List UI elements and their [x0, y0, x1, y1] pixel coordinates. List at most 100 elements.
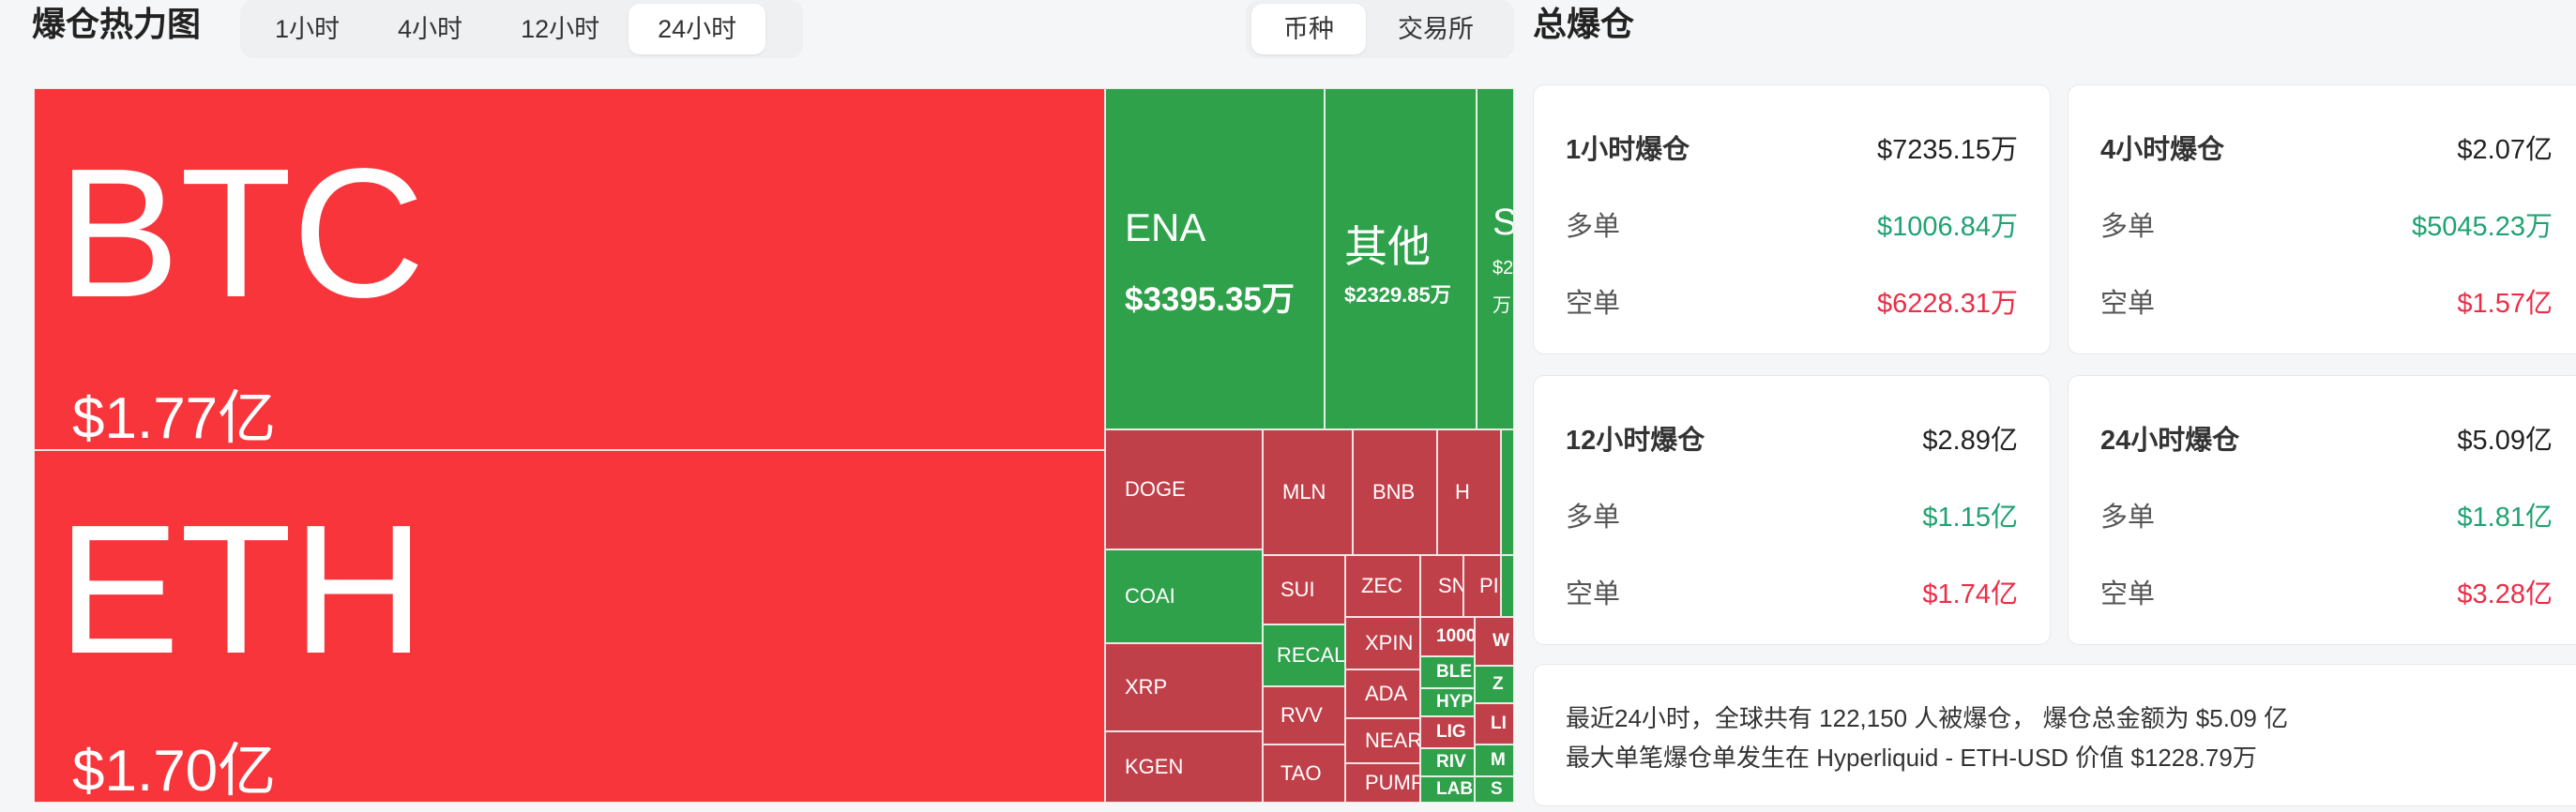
- heatmap-tile-li[interactable]: LI: [1475, 703, 1514, 744]
- tile-symbol: PI: [1479, 574, 1499, 597]
- tile-symbol: ETH: [57, 487, 425, 692]
- tile-symbol: BNB: [1372, 480, 1416, 504]
- tab-by-coin[interactable]: 币种: [1251, 4, 1366, 54]
- long-value: $1006.84万: [1877, 212, 2018, 242]
- page-title: 爆仓热力图: [32, 5, 202, 43]
- tile-symbol: LI: [1491, 714, 1507, 733]
- heatmap-tile-lab[interactable]: LAB: [1420, 776, 1475, 803]
- short-value: $3.28亿: [2457, 579, 2553, 609]
- heatmap-tile-w[interactable]: W: [1475, 617, 1514, 666]
- tile-symbol: S: [1491, 779, 1503, 799]
- card-total: $2.89亿: [1922, 426, 2018, 456]
- tab-12h[interactable]: 12小时: [521, 15, 600, 43]
- stat-card-24h: 24小时爆仓 $5.09亿 多单 $1.81亿 空单 $3.28亿: [2068, 375, 2576, 645]
- heatmap-tile-h[interactable]: H: [1437, 429, 1501, 555]
- tab-4h[interactable]: 4小时: [398, 15, 463, 43]
- heatmap-tile-z[interactable]: Z: [1475, 666, 1514, 703]
- tile-symbol: W: [1493, 631, 1509, 651]
- heatmap-tile-s[interactable]: S $2 万: [1477, 88, 1514, 429]
- tile-amount: $2329.85万: [1344, 283, 1451, 307]
- heatmap-tile-m[interactable]: M: [1475, 744, 1514, 776]
- heatmap-tile-tao[interactable]: TAO: [1263, 744, 1345, 803]
- heatmap-tile-xrp[interactable]: XRP: [1105, 643, 1263, 731]
- long-label: 多单: [2100, 212, 2156, 242]
- tile-symbol: MLN: [1282, 480, 1326, 504]
- heatmap-tile-ena[interactable]: ENA $3395.35万: [1105, 88, 1325, 429]
- tile-amount: $2: [1493, 258, 1514, 278]
- tab-by-exchange[interactable]: 交易所: [1398, 15, 1474, 43]
- heatmap-tile-btc[interactable]: BTC $1.77亿: [34, 88, 1105, 450]
- short-label: 空单: [1566, 579, 1621, 609]
- tile-symbol: 1000: [1436, 626, 1475, 646]
- tile-symbol: LIG: [1436, 722, 1466, 742]
- long-value: $1.81亿: [2457, 503, 2553, 533]
- stat-card-12h: 12小时爆仓 $2.89亿 多单 $1.15亿 空单 $1.74亿: [1533, 375, 2051, 645]
- heatmap-tile-lig[interactable]: LIG: [1420, 716, 1475, 748]
- time-range-tabs: 1小时 4小时 12小时 24小时: [240, 0, 803, 58]
- stat-card-1h: 1小时爆仓 $7235.15万 多单 $1006.84万 空单 $6228.31万: [1533, 84, 2051, 354]
- tile-symbol: H: [1455, 480, 1470, 504]
- tile-amount: $1.70亿: [72, 739, 277, 803]
- heatmap-tile-sn[interactable]: SN: [1420, 555, 1463, 617]
- tile-symbol: XPIN: [1365, 631, 1414, 654]
- tile-amount-unit: 万: [1493, 295, 1511, 316]
- heatmap-tile-pi[interactable]: PI: [1463, 555, 1501, 617]
- long-label: 多单: [1566, 212, 1621, 242]
- tile-symbol: Z: [1493, 674, 1504, 694]
- heatmap-tile-kgen[interactable]: KGEN: [1105, 731, 1263, 803]
- heatmap-tile-riv[interactable]: RIV: [1420, 748, 1475, 776]
- card-total: $7235.15万: [1877, 135, 2018, 165]
- tile-symbol: RIV: [1436, 752, 1466, 772]
- long-value: $1.15亿: [1922, 503, 2018, 533]
- short-label: 空单: [2100, 579, 2156, 609]
- heatmap-tile-coai[interactable]: COAI: [1105, 549, 1263, 643]
- heatmap-tile-1000[interactable]: 1000: [1420, 617, 1475, 656]
- tile-symbol: M: [1491, 750, 1506, 770]
- card-total: $5.09亿: [2457, 426, 2553, 456]
- tile-symbol: TAO: [1280, 761, 1322, 785]
- card-label: 4小时爆仓: [2100, 135, 2225, 165]
- tab-1h[interactable]: 1小时: [275, 15, 341, 43]
- tile-symbol: RVV: [1280, 703, 1323, 727]
- heatmap-tile-near[interactable]: NEAR: [1345, 718, 1420, 763]
- heatmap-tile-green-strip-2[interactable]: [1501, 555, 1514, 617]
- heatmap-tile-bnb[interactable]: BNB: [1353, 429, 1437, 555]
- tile-symbol: SN: [1438, 574, 1462, 597]
- summary-line-largest: 最大单笔爆仓单发生在 Hyperliquid - ETH-USD 价值 $122…: [1566, 744, 2257, 772]
- card-label: 24小时爆仓: [2100, 426, 2240, 456]
- view-toggle: 币种 交易所: [1246, 0, 1514, 58]
- tile-symbol: SUI: [1280, 578, 1315, 601]
- long-value: $5045.23万: [2412, 212, 2553, 242]
- heatmap-tile-doge[interactable]: DOGE: [1105, 429, 1263, 549]
- heatmap-tile-zec[interactable]: ZEC: [1345, 555, 1420, 617]
- liquidation-summary: 最近24小时，全球共有 122,150 人被爆仓， 爆仓总金额为 $5.09 亿…: [1533, 664, 2576, 806]
- tile-symbol: BTC: [57, 130, 425, 336]
- heatmap-tile-other[interactable]: 其他 $2329.85万: [1325, 88, 1477, 429]
- heatmap-tile-pump[interactable]: PUMP: [1345, 763, 1420, 803]
- summary-line-total: 最近24小时，全球共有 122,150 人被爆仓， 爆仓总金额为 $5.09 亿: [1566, 704, 2289, 732]
- card-total: $2.07亿: [2457, 135, 2553, 165]
- tile-symbol: 其他: [1344, 222, 1431, 271]
- heatmap-tile-rvv[interactable]: RVV: [1263, 686, 1345, 744]
- tile-symbol: S: [1493, 202, 1513, 244]
- heatmap-tile-mln[interactable]: MLN: [1263, 429, 1353, 555]
- tab-24h[interactable]: 24小时: [629, 4, 766, 54]
- tile-symbol: RECAL: [1277, 643, 1345, 667]
- heatmap-tile-hyp[interactable]: HYP: [1420, 688, 1475, 716]
- heatmap-tile-xpin[interactable]: XPIN: [1345, 617, 1420, 669]
- tile-symbol: PUMP: [1365, 771, 1420, 794]
- heatmap-tile-recall[interactable]: RECAL: [1263, 624, 1345, 686]
- heatmap-tile-s-small[interactable]: S: [1475, 776, 1514, 803]
- heatmap-tile-eth[interactable]: ETH $1.70亿: [34, 450, 1105, 803]
- tile-symbol: KGEN: [1125, 755, 1184, 778]
- heatmap-tile-sui[interactable]: SUI: [1263, 555, 1345, 624]
- short-value: $6228.31万: [1877, 289, 2018, 319]
- long-label: 多单: [2100, 503, 2156, 533]
- short-label: 空单: [1566, 289, 1621, 319]
- heatmap-tile-ada[interactable]: ADA: [1345, 669, 1420, 718]
- tile-symbol: COAI: [1125, 584, 1175, 608]
- tile-symbol: HYP: [1436, 692, 1474, 712]
- heatmap-tile-ble[interactable]: BLE: [1420, 656, 1475, 688]
- tile-amount: $3395.35万: [1125, 281, 1295, 318]
- heatmap-tile-green-strip[interactable]: [1501, 429, 1514, 555]
